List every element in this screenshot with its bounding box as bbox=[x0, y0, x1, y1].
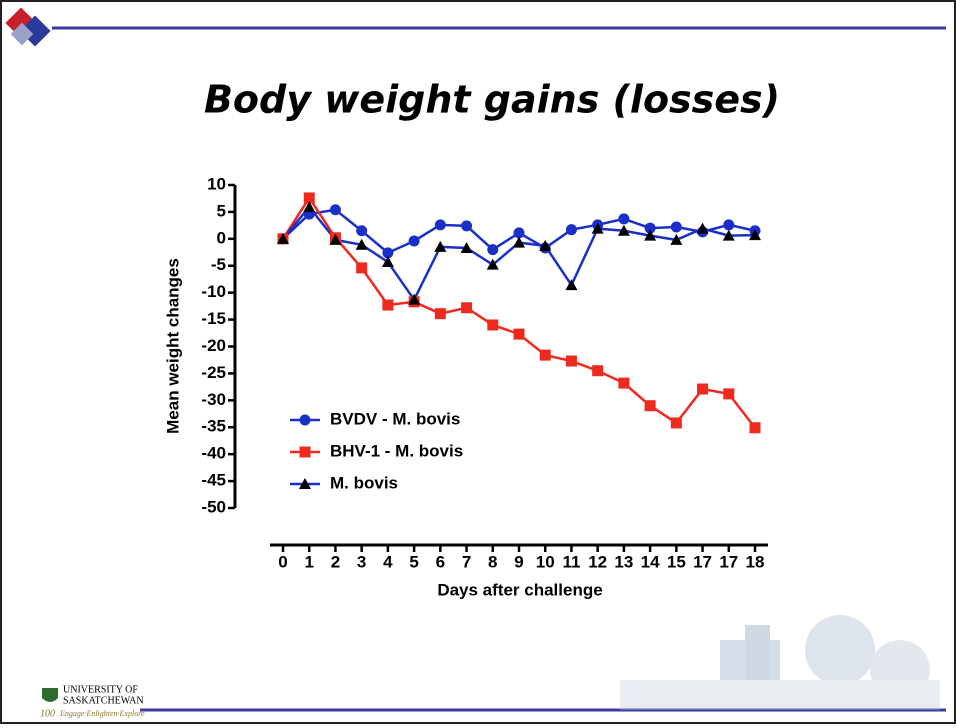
y-tick-label: 5 bbox=[217, 201, 226, 220]
y-tick-label: -20 bbox=[201, 336, 226, 355]
legend-label: M. bovis bbox=[330, 473, 398, 492]
data-point bbox=[435, 308, 446, 319]
data-point bbox=[592, 365, 603, 376]
slide: UNIVERSITY OF SASKATCHEWAN 100 Engage·En… bbox=[0, 0, 956, 724]
crest bbox=[42, 688, 58, 702]
y-tick-label: -30 bbox=[201, 390, 226, 409]
legend-label: BHV-1 - M. bovis bbox=[330, 441, 463, 460]
y-tick-label: -15 bbox=[201, 309, 226, 328]
x-tick-label: 7 bbox=[462, 552, 471, 571]
data-point bbox=[540, 350, 551, 361]
data-point bbox=[671, 417, 682, 428]
data-point bbox=[723, 388, 734, 399]
legend-marker bbox=[300, 415, 311, 426]
data-point bbox=[356, 262, 367, 273]
y-axis-title: Mean weight changes bbox=[163, 258, 182, 434]
data-point bbox=[435, 219, 446, 230]
data-point bbox=[356, 225, 367, 236]
x-tick-label: 0 bbox=[278, 552, 287, 571]
legend-label: BVDV - M. bovis bbox=[330, 409, 460, 428]
x-tick-label: 11 bbox=[562, 552, 580, 571]
motto: Engage·Enlighten·Explore bbox=[59, 709, 145, 718]
y-tick-label: -10 bbox=[201, 282, 226, 301]
data-point bbox=[461, 220, 472, 231]
x-tick-label: 4 bbox=[383, 552, 393, 571]
data-point bbox=[618, 213, 629, 224]
x-tick-label: 5 bbox=[409, 552, 418, 571]
data-point bbox=[487, 319, 498, 330]
data-point bbox=[566, 356, 577, 367]
x-tick-label: 18 bbox=[746, 552, 765, 571]
x-tick-label: 10 bbox=[536, 552, 555, 571]
x-tick-label: 17 bbox=[719, 552, 738, 571]
x-tick-label: 1 bbox=[304, 552, 313, 571]
data-point bbox=[750, 422, 761, 433]
data-point bbox=[487, 244, 498, 255]
x-tick-label: 3 bbox=[357, 552, 366, 571]
x-tick-label: 8 bbox=[488, 552, 497, 571]
y-tick-label: -5 bbox=[211, 255, 226, 274]
y-tick-label: 10 bbox=[207, 174, 226, 193]
university-name: UNIVERSITY OF bbox=[63, 684, 138, 695]
x-tick-label: 9 bbox=[514, 552, 523, 571]
x-tick-label: 2 bbox=[331, 552, 340, 571]
data-point bbox=[409, 235, 420, 246]
data-point bbox=[382, 300, 393, 311]
legend-marker bbox=[300, 447, 311, 458]
x-tick-label: 13 bbox=[614, 552, 633, 571]
x-tick-label: 14 bbox=[641, 552, 660, 571]
data-point bbox=[671, 221, 682, 232]
y-tick-label: -50 bbox=[201, 497, 226, 516]
x-axis-title: Days after challenge bbox=[437, 580, 602, 599]
y-tick-label: -25 bbox=[201, 363, 226, 382]
data-point bbox=[618, 378, 629, 389]
x-tick-label: 12 bbox=[588, 552, 607, 571]
x-tick-label: 17 bbox=[693, 552, 712, 571]
data-point bbox=[330, 204, 341, 215]
x-tick-label: 15 bbox=[667, 552, 686, 571]
data-point bbox=[566, 224, 577, 235]
data-point bbox=[723, 219, 734, 230]
x-tick-label: 6 bbox=[436, 552, 445, 571]
data-point bbox=[514, 329, 525, 340]
university-name: SASKATCHEWAN bbox=[63, 695, 144, 706]
centennial: 100 bbox=[40, 708, 55, 719]
chart-title: Body weight gains (losses) bbox=[204, 78, 780, 122]
y-tick-label: -40 bbox=[201, 444, 226, 463]
data-point bbox=[645, 400, 656, 411]
data-point bbox=[461, 302, 472, 313]
data-point bbox=[697, 384, 708, 395]
y-tick-label: 0 bbox=[217, 228, 226, 247]
y-tick-label: -45 bbox=[201, 471, 226, 490]
y-tick-label: -35 bbox=[201, 417, 226, 436]
